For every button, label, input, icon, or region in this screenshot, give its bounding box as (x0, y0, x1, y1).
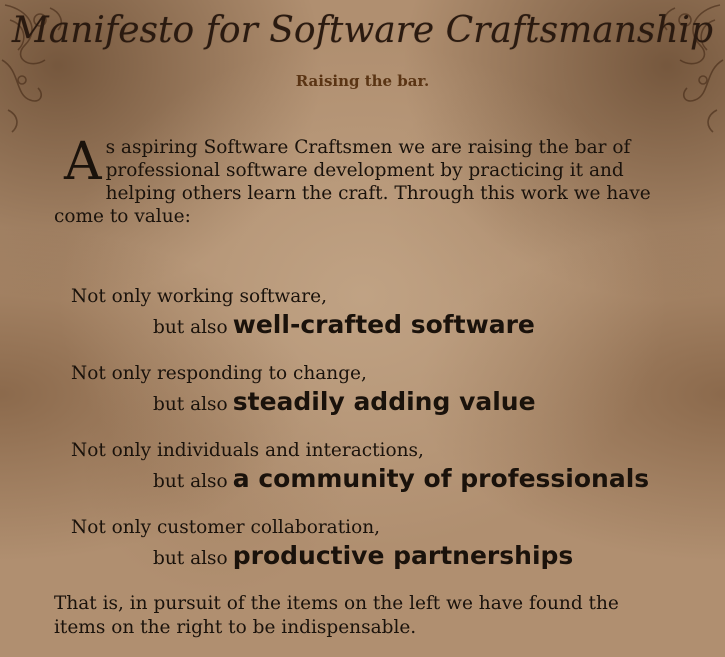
but-also-label: but also (153, 548, 228, 569)
value-left: Not only responding to change, (71, 363, 367, 384)
value-right-line: but also a community of professionals (71, 464, 711, 497)
value-right: well-crafted software (232, 310, 535, 339)
closing-paragraph: That is, in pursuit of the items on the … (54, 593, 619, 638)
value-right: productive partnerships (232, 541, 574, 570)
drop-cap: A (64, 132, 102, 192)
value-right-line: but also well-crafted software (71, 310, 711, 343)
value-item: Not only customer collaboration, but als… (71, 515, 711, 592)
value-left: Not only customer collaboration, (71, 517, 380, 538)
value-right: steadily adding value (232, 387, 536, 416)
value-item: Not only individuals and interactions, b… (71, 438, 711, 515)
value-right-line: but also steadily adding value (71, 387, 711, 420)
but-also-label: but also (153, 394, 228, 415)
values-list: Not only working software, but also well… (71, 284, 711, 592)
value-item: Not only responding to change, but also … (71, 361, 711, 438)
value-left: Not only individuals and interactions, (71, 440, 424, 461)
intro-text: s aspiring Software Craftsmen we are rai… (54, 137, 651, 227)
but-also-label: but also (153, 471, 228, 492)
tagline: Raising the bar. (295, 72, 430, 90)
value-right-line: but also productive partnerships (71, 541, 711, 574)
value-left: Not only working software, (71, 286, 327, 307)
but-also-label: but also (153, 317, 228, 338)
page-title: Manifesto for Software Craftsmanship (11, 10, 714, 51)
value-item: Not only working software, but also well… (71, 284, 711, 361)
value-right: a community of professionals (232, 464, 650, 493)
